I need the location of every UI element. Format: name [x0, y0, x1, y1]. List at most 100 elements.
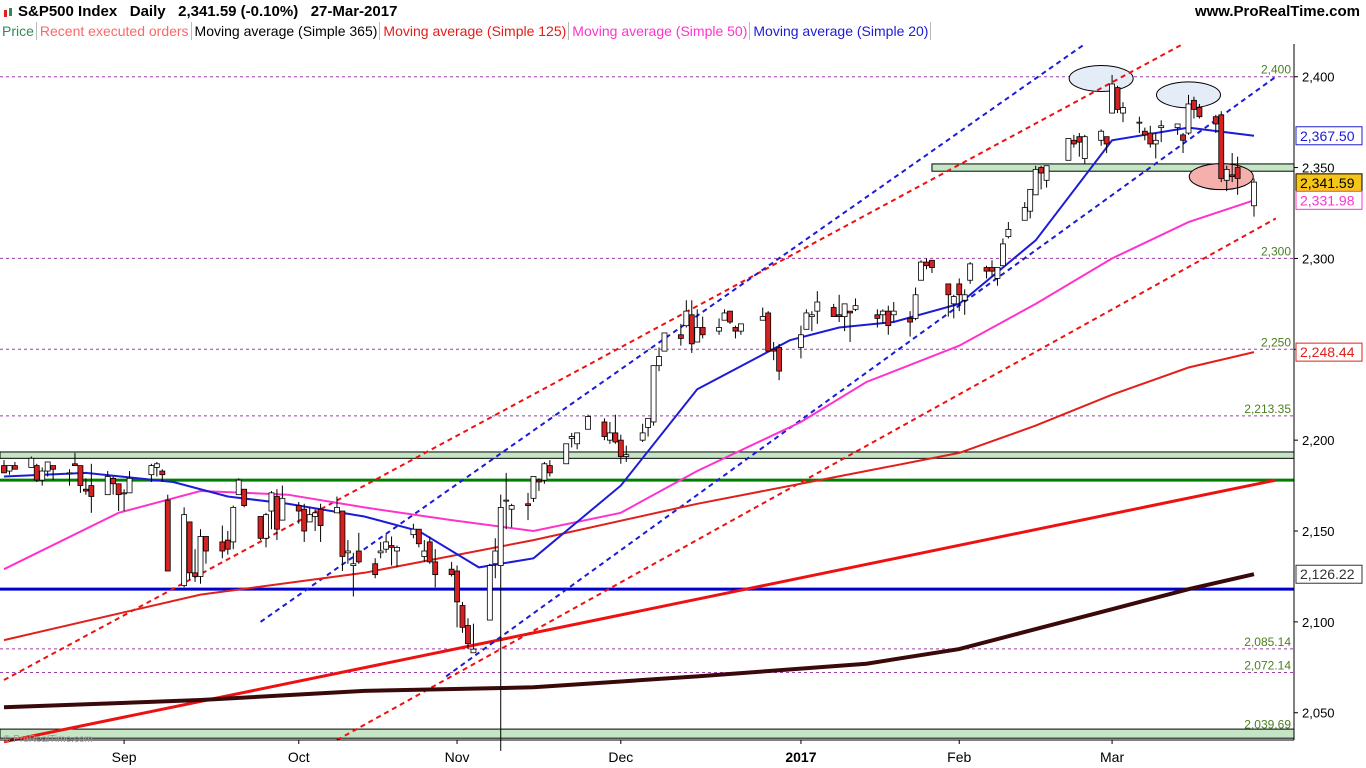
value-badge-label: 2,331.98: [1300, 192, 1355, 208]
candle-body: [1212, 116, 1219, 125]
candle-body: [585, 416, 591, 430]
candle-body: [1114, 87, 1121, 110]
candle-body: [1103, 136, 1110, 145]
candle-body: [1021, 207, 1028, 221]
candle-body: [503, 499, 510, 502]
candle-body: [388, 545, 395, 548]
candle-body: [830, 307, 837, 317]
candle-body: [383, 541, 389, 550]
level-label: 2,213.35: [1244, 402, 1291, 416]
x-tick-label: Dec: [608, 749, 633, 765]
candle-body: [945, 283, 952, 296]
candle-body: [1234, 167, 1241, 179]
y-tick-label: 2,200: [1302, 433, 1335, 448]
candle-body: [268, 492, 275, 512]
candle-body: [448, 568, 455, 576]
x-tick-label: Sep: [112, 749, 137, 765]
candle-body: [465, 625, 471, 645]
candle-body: [650, 365, 657, 423]
candle-body: [181, 514, 188, 586]
legend-item-4[interactable]: Moving average (Simple 50): [570, 22, 751, 40]
legend-item-1[interactable]: Recent executed orders: [38, 22, 192, 40]
level-label: 2,300: [1261, 244, 1291, 258]
candle-body: [536, 479, 542, 483]
candle-body: [486, 565, 493, 621]
legend-item-2[interactable]: Moving average (Simple 365): [193, 22, 381, 40]
candle-body: [1174, 123, 1181, 128]
candle-body: [1027, 188, 1034, 212]
value-badge: [1295, 126, 1363, 146]
candle-body: [1098, 130, 1105, 141]
candle-body: [279, 497, 286, 521]
candle-body: [574, 432, 581, 445]
level-label: 2,072.14: [1244, 659, 1291, 673]
candle-body: [525, 503, 531, 506]
moving-average-line: [3, 351, 1255, 642]
x-tick-label: Nov: [445, 749, 470, 765]
candle-body: [617, 439, 624, 457]
chart-date: 27-Mar-2017: [310, 3, 398, 20]
candle-body: [492, 550, 499, 565]
candle-body: [470, 648, 477, 654]
candle-body: [759, 316, 766, 321]
candle-body: [192, 572, 198, 577]
candle-body: [1152, 139, 1159, 145]
candle-body: [197, 536, 204, 577]
value-badges: 2,367.50 2,341.592,331.98 2,248.44 2,126.22: [1295, 126, 1363, 584]
candle-body: [355, 550, 362, 563]
candle-body: [1038, 167, 1045, 174]
candle-body: [541, 463, 548, 481]
candle-body: [1218, 114, 1225, 179]
x-axis: Sep Oct Nov Dec 2017 Feb Mar: [0, 739, 1294, 765]
legend-item-0[interactable]: Price: [0, 22, 37, 40]
candle-body: [989, 267, 995, 272]
candle-body: [1191, 99, 1197, 110]
candle-body: [803, 312, 810, 330]
site-link[interactable]: www.ProRealTime.com: [1194, 3, 1360, 20]
candle-body: [28, 457, 35, 468]
candle-body: [295, 505, 302, 512]
candle-body: [235, 479, 242, 496]
candle-body: [907, 318, 914, 323]
candle-body: [601, 421, 608, 437]
candle-body: [530, 476, 537, 499]
candle-body: [115, 483, 122, 496]
y-tick-label: 2,350: [1302, 161, 1335, 176]
value-badge-label: 2,248.44: [1300, 344, 1355, 360]
candle-body: [421, 550, 428, 557]
candle-body: [808, 314, 815, 317]
support-zone: [0, 728, 1295, 739]
value-badge-label: 2,341.59: [1300, 175, 1355, 191]
candle-body: [677, 334, 684, 339]
candle-body: [1109, 83, 1115, 114]
candle-body: [415, 528, 422, 545]
candle-body: [732, 327, 739, 332]
candle-body: [50, 465, 57, 470]
candles[interactable]: [1, 74, 1257, 751]
candle-body: [1136, 121, 1143, 124]
y-tick-label: 2,150: [1302, 524, 1335, 539]
candle-body: [699, 327, 706, 336]
candle-body: [1141, 130, 1148, 136]
candle-body: [110, 477, 117, 485]
axis-panel: [1294, 44, 1366, 768]
candle-body: [257, 516, 264, 539]
trend-line: [336, 217, 1277, 741]
legend-item-5[interactable]: Moving average (Simple 20): [751, 22, 932, 40]
candle-body: [219, 541, 226, 552]
candle-body: [727, 310, 733, 323]
candle-body: [776, 347, 783, 372]
candle-body: [1158, 125, 1165, 128]
candle-body: [694, 327, 701, 343]
candle-body: [224, 539, 231, 550]
candle-body: [301, 508, 308, 532]
candle-body: [459, 605, 466, 628]
candle-body: [656, 356, 662, 367]
candle-body: [1185, 103, 1192, 134]
candle-body: [263, 514, 269, 539]
candle-body: [879, 310, 886, 316]
candle-body: [923, 261, 930, 267]
legend-item-3[interactable]: Moving average (Simple 125): [381, 22, 570, 40]
candle-body: [159, 470, 166, 476]
